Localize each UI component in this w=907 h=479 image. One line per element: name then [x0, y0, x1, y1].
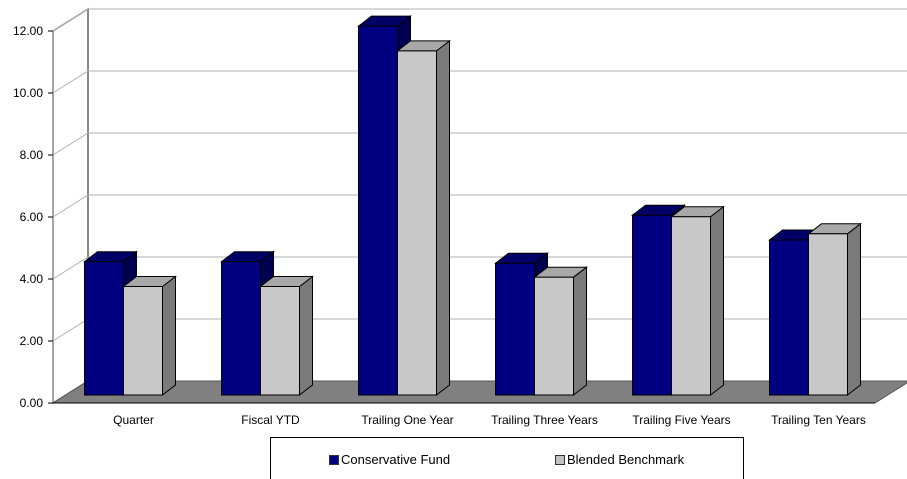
bar — [122, 275, 177, 397]
bar-front — [632, 214, 672, 396]
bar-front — [671, 216, 711, 396]
bar — [807, 222, 862, 397]
bar-side — [299, 275, 313, 397]
legend-label-series-1: Conservative Fund — [341, 452, 451, 467]
x-tick-label: Trailing Three Years — [491, 413, 598, 427]
bar-front — [534, 276, 574, 396]
bars — [83, 15, 862, 397]
x-tick-label: Trailing One Year — [361, 413, 453, 427]
y-tick-label: 0.00 — [20, 396, 44, 410]
gridline — [52, 194, 907, 218]
gridline — [52, 8, 907, 32]
legend-label-series-2: Blended Benchmark — [567, 452, 685, 467]
bar-front — [769, 239, 809, 396]
bar-front — [84, 261, 124, 396]
legend-item-series-1: Conservative Fund — [329, 452, 450, 467]
gridline — [52, 70, 907, 94]
bar-front — [495, 262, 535, 396]
y-tick-label: 4.00 — [20, 272, 44, 286]
bar-front — [397, 50, 437, 396]
y-tick-label: 10.00 — [13, 86, 43, 100]
x-tick-label: Trailing Ten Years — [771, 413, 866, 427]
bar-front — [358, 25, 398, 396]
y-axis-ticks: 0.00 2.00 4.00 6.00 8.00 10.00 12.00 — [13, 24, 53, 410]
legend-item-series-2: Blended Benchmark — [555, 452, 684, 467]
bar-side — [436, 39, 450, 397]
y-tick-label: 12.00 — [13, 24, 43, 38]
legend: Conservative Fund Blended Benchmark — [270, 437, 744, 479]
bar — [670, 205, 725, 397]
bar-front — [808, 233, 848, 396]
bar-side — [162, 275, 176, 397]
bar-front — [123, 286, 163, 396]
bar — [396, 39, 451, 397]
legend-swatch-series-1 — [329, 454, 339, 465]
bar-front — [260, 286, 300, 396]
x-tick-label: Trailing Five Years — [632, 413, 730, 427]
bar-side — [573, 266, 587, 397]
y-tick-label: 6.00 — [20, 210, 44, 224]
x-axis-labels: Quarter Fiscal YTD Trailing One Year Traili… — [113, 413, 866, 427]
y-tick-label: 8.00 — [20, 148, 44, 162]
gridline — [52, 132, 907, 156]
legend-swatch-series-2 — [555, 454, 565, 465]
bar — [533, 266, 588, 397]
bar-side — [710, 205, 724, 397]
bar — [259, 275, 314, 397]
bar-side — [847, 222, 861, 397]
y-tick-label: 2.00 — [20, 334, 44, 348]
bar-front — [221, 261, 261, 396]
x-tick-label: Fiscal YTD — [241, 413, 300, 427]
x-tick-label: Quarter — [113, 413, 154, 427]
